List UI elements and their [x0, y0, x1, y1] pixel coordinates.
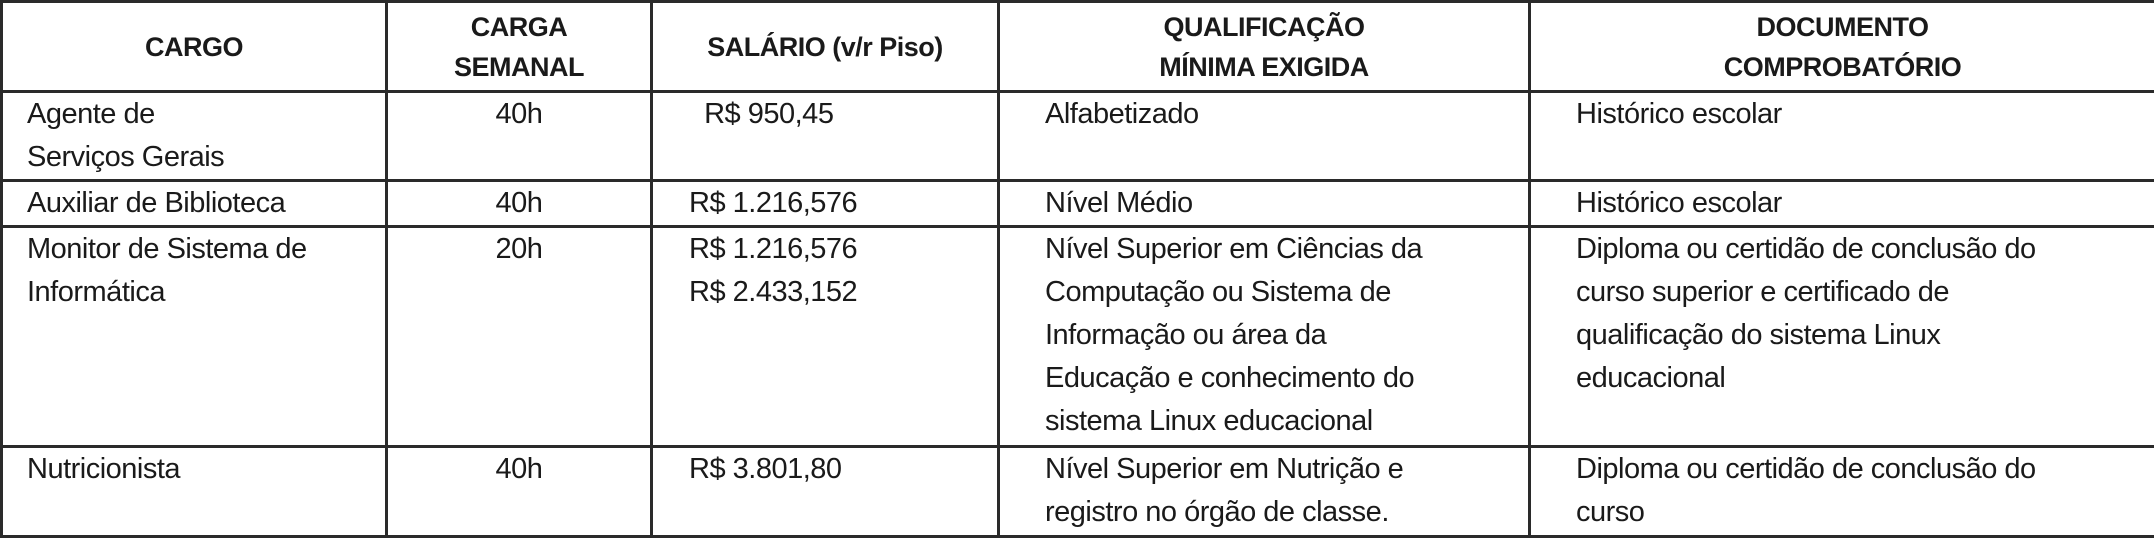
- salario-text: R$ 1.216,576: [689, 228, 997, 271]
- header-line: CARGO: [3, 27, 385, 67]
- cargo-text: Serviços Gerais: [27, 136, 385, 179]
- documento-text: Histórico escolar: [1576, 182, 2154, 225]
- carga-text: 40h: [388, 448, 650, 491]
- cell-qualificacao: Nível Médio: [999, 181, 1530, 227]
- cell-carga: 20h: [387, 227, 652, 447]
- salario-text: R$ 2.433,152: [689, 271, 997, 314]
- qualificacao-text: Educação e conhecimento do: [1045, 357, 1528, 400]
- header-cargo: CARGO: [2, 2, 387, 92]
- header-line: SALÁRIO (v/r Piso): [653, 27, 997, 67]
- header-line: DOCUMENTO: [1531, 7, 2154, 47]
- cell-carga: 40h: [387, 447, 652, 537]
- cell-carga: 40h: [387, 181, 652, 227]
- cargo-text: Auxiliar de Biblioteca: [27, 182, 385, 225]
- cell-cargo: Nutricionista: [2, 447, 387, 537]
- salario-text: R$ 3.801,80: [689, 448, 997, 491]
- cell-carga: 40h: [387, 92, 652, 181]
- header-line: COMPROBATÓRIO: [1531, 47, 2154, 87]
- cargo-text: Informática: [27, 271, 385, 314]
- qualificacao-text: registro no órgão de classe.: [1045, 491, 1528, 534]
- documento-text: Diploma ou certidão de conclusão do: [1576, 448, 2154, 491]
- header-salario: SALÁRIO (v/r Piso): [652, 2, 999, 92]
- header-line: CARGA: [388, 7, 650, 47]
- documento-text: qualificação do sistema Linux: [1576, 314, 2154, 357]
- cell-salario: R$ 1.216,576: [652, 181, 999, 227]
- qualificacao-text: sistema Linux educacional: [1045, 400, 1528, 443]
- documento-text: curso: [1576, 491, 2154, 534]
- carga-text: 40h: [388, 93, 650, 136]
- cell-documento: Histórico escolar: [1530, 92, 2154, 181]
- header-line: SEMANAL: [388, 47, 650, 87]
- carga-text: 40h: [388, 182, 650, 225]
- documento-text: curso superior e certificado de: [1576, 271, 2154, 314]
- qualificacao-text: Nível Médio: [1045, 182, 1528, 225]
- cell-documento: Histórico escolar: [1530, 181, 2154, 227]
- qualificacao-text: Computação ou Sistema de: [1045, 271, 1528, 314]
- documento-text: Histórico escolar: [1576, 93, 2154, 136]
- cell-cargo: Auxiliar de Biblioteca: [2, 181, 387, 227]
- carga-text: 20h: [388, 228, 650, 271]
- cell-salario: R$ 3.801,80: [652, 447, 999, 537]
- qualificacao-text: Nível Superior em Ciências da: [1045, 228, 1528, 271]
- cargo-text: Nutricionista: [27, 448, 385, 491]
- qualificacao-text: Informação ou área da: [1045, 314, 1528, 357]
- salario-text: R$ 950,45: [689, 93, 997, 136]
- qualificacao-text: Alfabetizado: [1045, 93, 1528, 136]
- qualificacao-text: Nível Superior em Nutrição e: [1045, 448, 1528, 491]
- cell-qualificacao: Alfabetizado: [999, 92, 1530, 181]
- cargo-text: Monitor de Sistema de: [27, 228, 385, 271]
- documento-text: educacional: [1576, 357, 2154, 400]
- salario-text: R$ 1.216,576: [689, 182, 997, 225]
- documento-text: Diploma ou certidão de conclusão do: [1576, 228, 2154, 271]
- header-line: MÍNIMA EXIGIDA: [1000, 47, 1528, 87]
- cargo-text: Agente de: [27, 93, 385, 136]
- cell-salario: R$ 950,45: [652, 92, 999, 181]
- header-line: QUALIFICAÇÃO: [1000, 7, 1528, 47]
